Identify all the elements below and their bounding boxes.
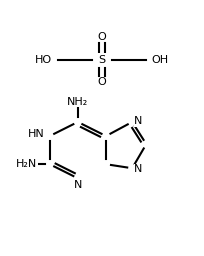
- Text: N: N: [74, 180, 82, 190]
- Text: S: S: [99, 55, 105, 65]
- Text: H₂N: H₂N: [16, 159, 38, 169]
- Text: N: N: [134, 164, 143, 174]
- Text: HN: HN: [28, 129, 45, 139]
- Text: NH₂: NH₂: [67, 97, 89, 107]
- Text: O: O: [98, 77, 106, 87]
- Text: HO: HO: [35, 55, 52, 65]
- Text: N: N: [134, 116, 143, 126]
- Text: OH: OH: [152, 55, 169, 65]
- Text: O: O: [98, 33, 106, 42]
